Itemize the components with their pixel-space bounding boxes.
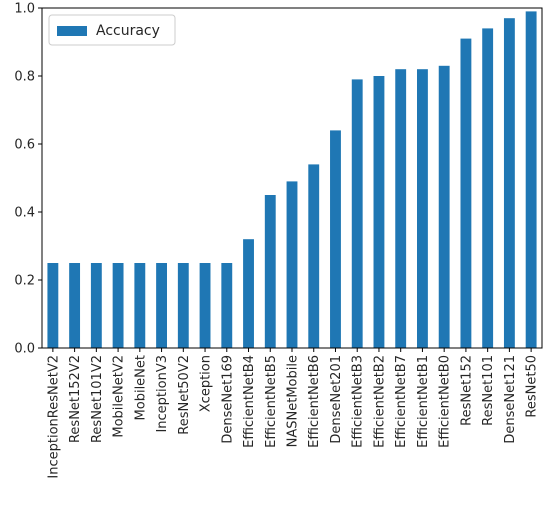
y-tick-label: 1.0: [14, 2, 35, 17]
x-tick-label: ResNet152: [459, 355, 474, 426]
bar-mobilenetv2: [112, 263, 124, 348]
x-tick-label: MobileNet: [133, 355, 148, 420]
x-tick-label: InceptionResNetV2: [46, 355, 61, 479]
x-tick-label: ResNet50: [525, 355, 540, 418]
x-tick-label: InceptionV3: [155, 355, 170, 433]
x-tick-label: Xception: [199, 355, 214, 412]
bar-densenet201: [330, 130, 341, 348]
legend-label: Accuracy: [96, 23, 160, 39]
y-tick-label: 0.2: [14, 274, 35, 289]
bar-densenet121: [503, 18, 515, 348]
y-tick-label: 0.6: [14, 138, 35, 153]
x-tick-label: ResNet50V2: [177, 355, 192, 435]
bar-inceptionv3: [156, 263, 167, 348]
x-tick-label: EfficientNetB3: [351, 355, 366, 448]
bar-resnet152: [460, 38, 472, 348]
x-tick-label: EfficientNetB2: [372, 355, 387, 448]
bar-xception: [199, 263, 211, 348]
y-tick-label: 0.0: [14, 342, 35, 357]
x-tick-label: DenseNet201: [329, 355, 344, 444]
bar-efficientnetb7: [395, 69, 407, 348]
bar-efficientnetb5: [264, 195, 276, 348]
x-tick-label: NASNetMobile: [286, 355, 301, 447]
bar-efficientnetb1: [417, 69, 428, 348]
bar-efficientnetb2: [373, 76, 385, 348]
bar-resnet152v2: [69, 263, 81, 348]
x-tick-label: MobileNetV2: [112, 355, 127, 438]
x-tick-label: ResNet101: [481, 355, 496, 426]
bar-efficientnetb3: [351, 79, 363, 349]
x-tick-label: ResNet101V2: [90, 355, 105, 443]
bar-resnet101v2: [90, 263, 102, 348]
y-tick-label: 0.4: [14, 206, 35, 221]
bar-densenet169: [221, 263, 233, 348]
bar-mobilenet: [134, 263, 146, 348]
x-tick-label: EfficientNetB6: [307, 355, 322, 448]
x-tick-label: EfficientNetB1: [416, 355, 431, 448]
y-tick-label: 0.8: [14, 70, 35, 85]
x-tick-label: EfficientNetB0: [438, 355, 453, 448]
legend-box: [48, 14, 176, 46]
x-tick-label: EfficientNetB4: [242, 355, 257, 448]
bar-resnet101: [482, 28, 494, 349]
x-tick-label: EfficientNetB7: [394, 355, 409, 448]
x-tick-label: ResNet152V2: [68, 355, 83, 443]
bar-resnet50v2: [177, 263, 189, 348]
legend-swatch: [57, 26, 87, 36]
x-tick-label: EfficientNetB5: [264, 355, 279, 448]
x-tick-label: DenseNet169: [220, 355, 235, 444]
bar-efficientnetb4: [243, 239, 254, 348]
bar-nasnetmobile: [286, 181, 298, 348]
bar-resnet50: [525, 11, 537, 349]
bar-efficientnetb6: [308, 164, 320, 348]
x-tick-label: DenseNet121: [503, 355, 518, 444]
bar-inceptionresnetv2: [47, 263, 59, 348]
bar-efficientnetb0: [438, 65, 450, 349]
